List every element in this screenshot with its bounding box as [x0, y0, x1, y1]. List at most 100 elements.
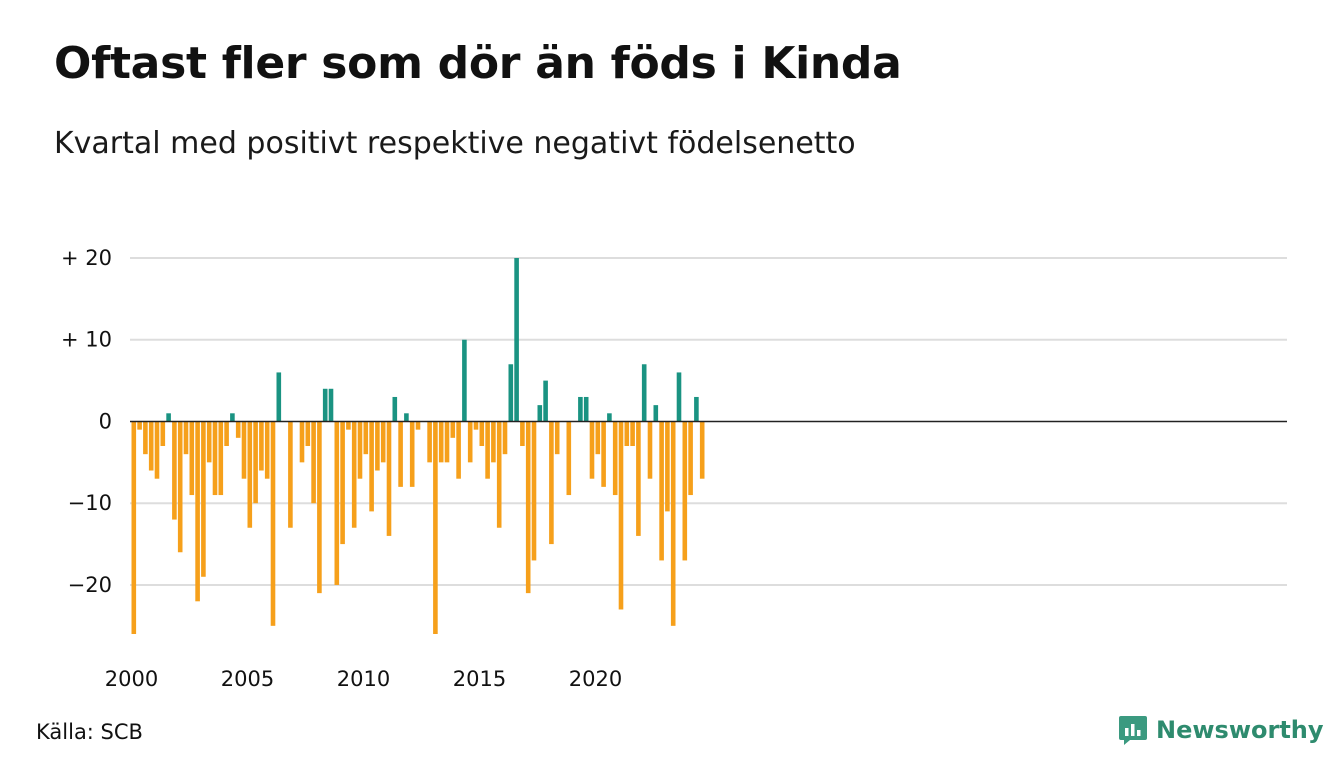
bar: [496, 421, 502, 528]
gridlines: [130, 257, 1287, 586]
bar: [409, 421, 415, 487]
newsworthy-logo[interactable]: Newsworthy: [1118, 714, 1324, 746]
bar: [612, 421, 618, 496]
bar: [177, 421, 183, 553]
bar: [299, 421, 305, 463]
x-axis-tick-labels: 2000 2005 2010 2015 2020: [105, 667, 622, 691]
bar: [514, 258, 519, 422]
bar: [636, 421, 641, 536]
bar: [404, 413, 409, 422]
bar: [259, 421, 264, 471]
bar: [340, 421, 345, 545]
bar: [131, 421, 137, 634]
bar: [288, 421, 293, 528]
bar: [154, 421, 160, 479]
bar: [467, 421, 473, 463]
bar: [665, 421, 670, 512]
bar: [520, 421, 525, 446]
x-tick-label: 2020: [569, 667, 622, 691]
bar: [549, 421, 554, 545]
newsworthy-bar-icon: [1119, 716, 1147, 745]
bar: [537, 405, 543, 422]
y-tick-label: 0: [99, 409, 112, 433]
bar: [160, 421, 166, 446]
bar: [241, 421, 247, 479]
y-tick-label: + 20: [61, 246, 112, 270]
bar: [363, 421, 369, 455]
bar: [328, 388, 334, 422]
bar: [624, 421, 630, 446]
x-tick-label: 2015: [453, 667, 506, 691]
bar: [647, 421, 653, 479]
bar: [491, 421, 496, 463]
bar: [415, 421, 421, 430]
bar: [311, 421, 316, 504]
bar: [322, 388, 328, 422]
bar: [456, 421, 461, 479]
bar: [270, 421, 276, 626]
bar: [525, 421, 531, 594]
bar: [433, 421, 438, 634]
bar: [595, 421, 601, 455]
x-tick-label: 2010: [337, 667, 390, 691]
y-tick-label: −20: [68, 573, 112, 597]
bar: [462, 339, 467, 422]
bar: [357, 421, 363, 479]
bar: [375, 421, 380, 471]
bar: [276, 372, 282, 422]
bar: [566, 421, 572, 496]
bar: [247, 421, 253, 528]
bar: [694, 396, 699, 422]
bar: [305, 421, 311, 446]
bar: [334, 421, 340, 585]
bar: [235, 421, 241, 438]
bar: [148, 421, 154, 471]
bar: [543, 380, 548, 422]
bar: [508, 364, 514, 422]
bar: [206, 421, 212, 463]
bar: [212, 421, 218, 496]
bar: [607, 413, 612, 422]
bar: [630, 421, 635, 446]
bar: [473, 421, 479, 430]
y-tick-label: −10: [68, 491, 112, 515]
bar: [398, 421, 403, 487]
bar: [264, 421, 270, 479]
chart-title: Oftast fler som dör än föds i Kinda: [54, 38, 902, 89]
x-tick-label: 2005: [221, 667, 274, 691]
y-tick-label: + 10: [61, 328, 112, 352]
bar: [392, 396, 398, 422]
bar: [143, 421, 148, 455]
bar: [189, 421, 195, 496]
y-axis-tick-labels: + 20 + 10 0 −10 −20: [61, 246, 112, 597]
bar: [195, 421, 200, 602]
bar: [589, 421, 595, 479]
bar: [531, 421, 537, 561]
bar: [137, 421, 142, 430]
bars: [131, 258, 705, 634]
bar: [688, 421, 693, 496]
bar: [676, 372, 682, 422]
bar: [230, 413, 235, 422]
bar: [380, 421, 386, 463]
bar: [485, 421, 490, 479]
bar: [682, 421, 688, 561]
bar: [670, 421, 676, 626]
bar: [641, 364, 647, 422]
bar: [201, 421, 206, 577]
bar: [601, 421, 606, 487]
bar: [218, 421, 224, 496]
brand-name: Newsworthy: [1156, 716, 1324, 744]
chart-subtitle: Kvartal med positivt respektive negativt…: [54, 126, 856, 161]
bar: [479, 421, 485, 446]
bar: [444, 421, 450, 463]
bar: [554, 421, 560, 455]
bar: [346, 421, 351, 430]
bar: [172, 421, 177, 520]
bar: [502, 421, 508, 455]
bar: [578, 396, 583, 422]
bar: [369, 421, 374, 512]
bar: [253, 421, 258, 504]
bar: [583, 396, 589, 422]
